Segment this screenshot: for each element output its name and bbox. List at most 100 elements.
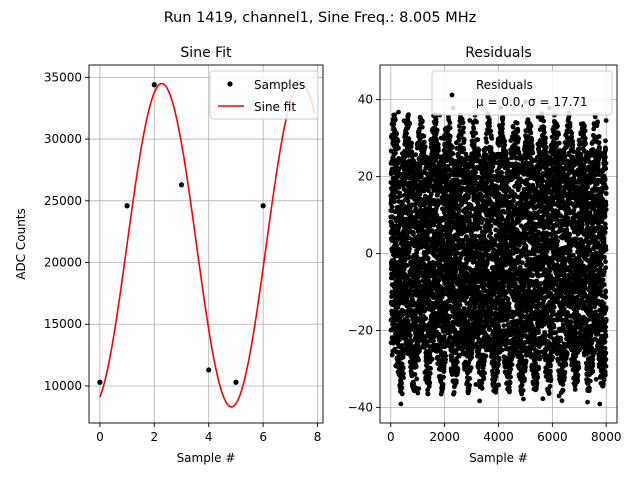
residual-point (515, 128, 521, 134)
residual-point (400, 365, 406, 370)
residual-point (412, 372, 418, 377)
residual-point (423, 316, 429, 321)
residual-point (412, 160, 418, 166)
residual-point (496, 357, 502, 362)
sample-point (260, 203, 266, 209)
residual-point (422, 144, 428, 150)
x-tick-label: 4 (205, 430, 213, 444)
axes-title: Sine Fit (180, 45, 232, 61)
legend-box (209, 70, 319, 120)
residual-point (393, 150, 398, 156)
residual-point (441, 374, 446, 380)
residual-point (436, 148, 441, 154)
residual-point (431, 338, 436, 344)
residual-point (411, 381, 416, 387)
legend-label-samples: Samples (254, 78, 305, 92)
residual-point (406, 321, 411, 327)
sample-point (233, 379, 239, 385)
residual-point (434, 138, 439, 144)
residual-point (429, 356, 435, 362)
residual-point (395, 138, 401, 144)
residual-point (428, 191, 434, 197)
residual-point (474, 119, 479, 125)
residual-point (396, 145, 401, 151)
residual-point (484, 139, 489, 145)
residual-point (467, 383, 473, 388)
residual-point (496, 361, 501, 367)
residual-point (413, 311, 418, 317)
plot-area (97, 82, 316, 408)
x-tick-label: 6 (259, 430, 267, 444)
residual-point (440, 381, 446, 387)
sine-fit-panel: 0 2 4 6 8100001500020000250003000035000Sine … (14, 45, 324, 465)
residual-point (406, 112, 411, 117)
residual-point (473, 130, 478, 136)
residual-point (399, 380, 404, 386)
residual-point (402, 153, 408, 158)
residual-point (408, 288, 413, 294)
residual-point (443, 353, 448, 359)
residual-point (479, 385, 485, 391)
residual-point (471, 126, 477, 132)
residual-point (433, 119, 439, 125)
x-tick-label: 8 (314, 430, 322, 444)
residual-point (406, 136, 412, 142)
residual-point (427, 224, 433, 229)
residual-point (425, 256, 431, 261)
x-tick-label: 0 (96, 430, 104, 444)
residual-point (408, 209, 414, 215)
sample-point (178, 182, 185, 188)
legend-marker-samples (227, 81, 233, 87)
residual-point (488, 128, 494, 134)
residual-point (475, 137, 481, 143)
residual-point (489, 136, 495, 141)
residual-point (425, 391, 431, 397)
residual-point (483, 353, 489, 359)
legend-label-sine-fit: Sine fit (254, 100, 296, 114)
residual-point (502, 138, 508, 144)
residual-point (404, 263, 410, 268)
residual-point (392, 117, 398, 123)
residual-point (447, 125, 453, 131)
residual-point (413, 364, 419, 370)
residual-point (414, 254, 420, 259)
residual-point (399, 391, 405, 397)
residual-point (516, 136, 521, 141)
residual-point (447, 120, 453, 125)
residual-point (476, 153, 482, 158)
residual-point (408, 339, 414, 345)
residual-point (500, 347, 505, 353)
residual-point (400, 354, 406, 360)
residual-point (509, 362, 515, 367)
residual-point (416, 357, 421, 363)
residual-point (488, 223, 494, 229)
residual-point (389, 352, 395, 358)
residual-point (410, 168, 416, 174)
residual-point (402, 204, 407, 209)
residual-point (453, 380, 459, 385)
residual-point (419, 174, 424, 180)
residual-point (434, 127, 440, 133)
sample-point (151, 82, 157, 88)
residual-point (398, 401, 404, 407)
sample-point (124, 203, 130, 209)
residual-point (392, 199, 397, 205)
y-tick-label: 25000 (44, 194, 82, 208)
residual-point (505, 296, 511, 302)
residual-point (477, 398, 482, 404)
figure-suptitle: Run 1419, channel1, Sine Freq.: 8.005 MH… (164, 10, 477, 26)
residual-point (408, 144, 414, 150)
residual-point (406, 242, 412, 248)
residual-point (507, 379, 513, 385)
residual-point (414, 376, 420, 382)
residual-point (496, 382, 501, 388)
residual-point (507, 388, 512, 393)
residual-point (436, 278, 442, 283)
residual-point (395, 305, 401, 310)
x-axis-label: Sample # (177, 451, 236, 465)
residual-point (418, 203, 424, 208)
residual-point (506, 305, 512, 311)
residual-point (389, 204, 395, 210)
residual-point (427, 371, 433, 376)
